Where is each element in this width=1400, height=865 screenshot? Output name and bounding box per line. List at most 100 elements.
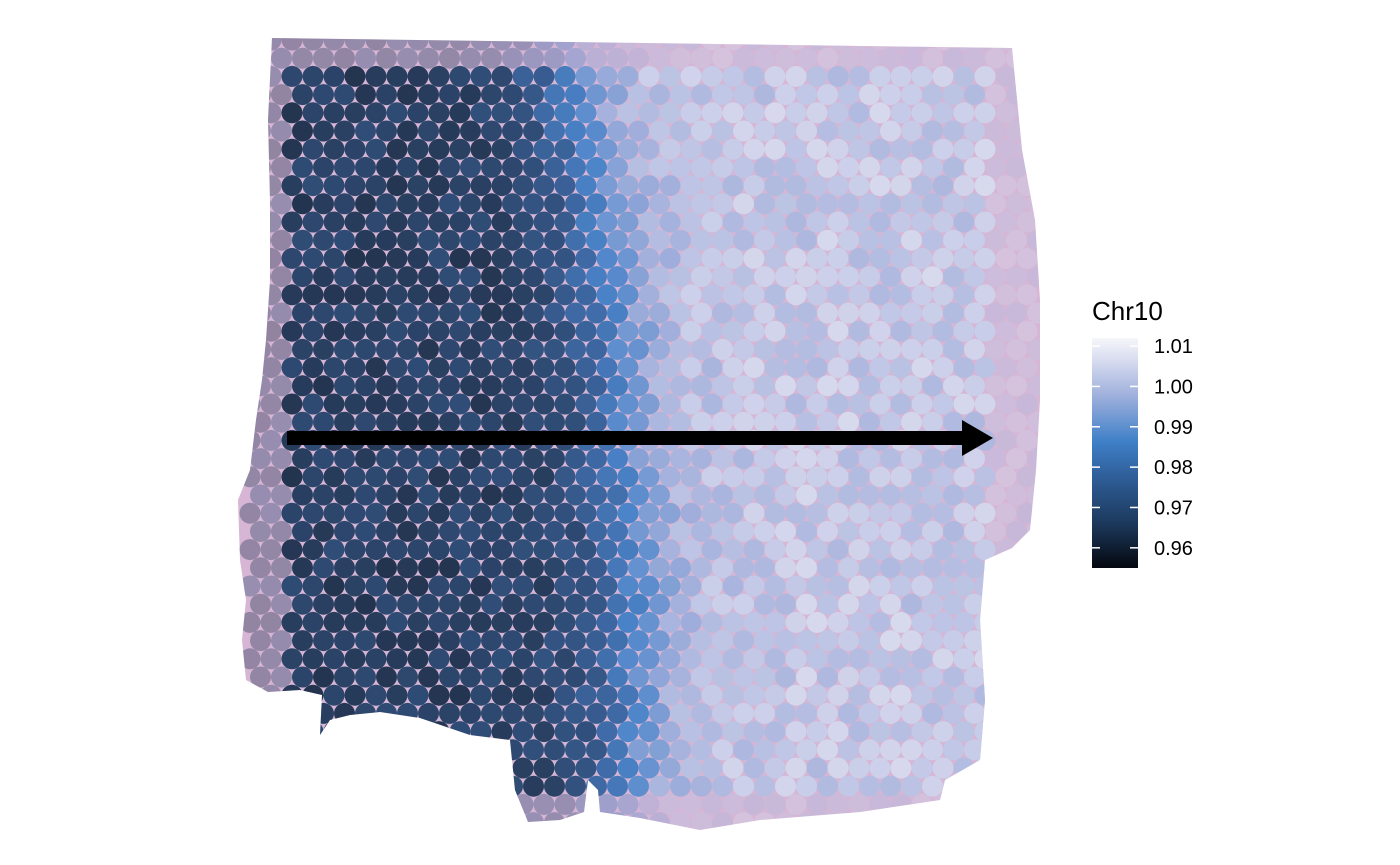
spot [743,466,765,488]
spot [607,338,628,360]
spot [397,375,418,397]
spot [533,757,555,779]
spot [313,266,334,288]
spot [1016,65,1038,87]
spot [239,65,261,87]
spot [554,466,576,488]
spot [512,539,534,561]
spot [302,502,324,524]
spot [376,375,397,397]
spot [964,812,985,830]
spot [565,484,586,506]
spot [596,38,618,51]
spot [932,502,954,524]
spot [880,739,901,761]
spot [418,630,439,652]
spot [754,229,775,251]
spot [407,502,429,524]
spot [512,611,534,633]
spot [911,38,933,51]
spot [733,411,754,433]
spot [890,65,912,87]
spot [397,84,418,106]
spot [470,357,492,379]
spot [922,229,943,251]
spot [334,375,355,397]
spot [964,593,985,615]
spot [544,411,565,433]
spot [638,65,660,87]
spot [722,611,744,633]
spot [344,247,366,269]
spot [743,65,765,87]
spot [407,211,429,233]
spot [481,338,502,360]
spot [922,156,943,178]
spot [712,302,733,324]
spot [733,666,754,688]
spot [1006,47,1027,69]
spot [292,484,313,506]
spot [386,284,408,306]
spot [680,393,702,415]
spot [838,302,859,324]
spot [481,302,502,324]
spot [974,466,996,488]
spot [334,120,355,142]
spot [355,739,376,761]
spot [470,211,492,233]
spot [313,484,334,506]
spot [428,284,450,306]
spot [565,775,586,797]
spot [985,84,1006,106]
spot [397,120,418,142]
spot [239,175,261,197]
spot [659,393,681,415]
spot [901,739,922,761]
spot [344,539,366,561]
spot [722,502,744,524]
spot [890,539,912,561]
spot [1016,138,1038,160]
spot [901,775,922,797]
spot [701,393,723,415]
spot [638,684,660,706]
spot [838,193,859,215]
spot [932,466,954,488]
spot [439,448,460,470]
spot [701,38,723,51]
spot [1016,393,1038,415]
spot [292,302,313,324]
spot [743,393,765,415]
spot [313,156,334,178]
spot [250,739,271,761]
spot [628,302,649,324]
spot [796,375,817,397]
spot [365,539,387,561]
spot [523,630,544,652]
spot [281,247,303,269]
spot [869,539,891,561]
spot [428,721,450,743]
spot [911,211,933,233]
spot [817,84,838,106]
spot [901,557,922,579]
spot [554,757,576,779]
spot [281,648,303,670]
spot [565,666,586,688]
spot [260,38,282,51]
spot [764,611,786,633]
spot [460,520,481,542]
spot [428,102,450,124]
spot [502,775,523,797]
spot [281,502,303,524]
spot [995,102,1017,124]
spot [596,648,618,670]
spot [617,320,639,342]
spot [733,84,754,106]
spot [743,175,765,197]
spot [869,684,891,706]
spot [470,175,492,197]
spot [995,793,1017,815]
spot [1027,229,1040,251]
